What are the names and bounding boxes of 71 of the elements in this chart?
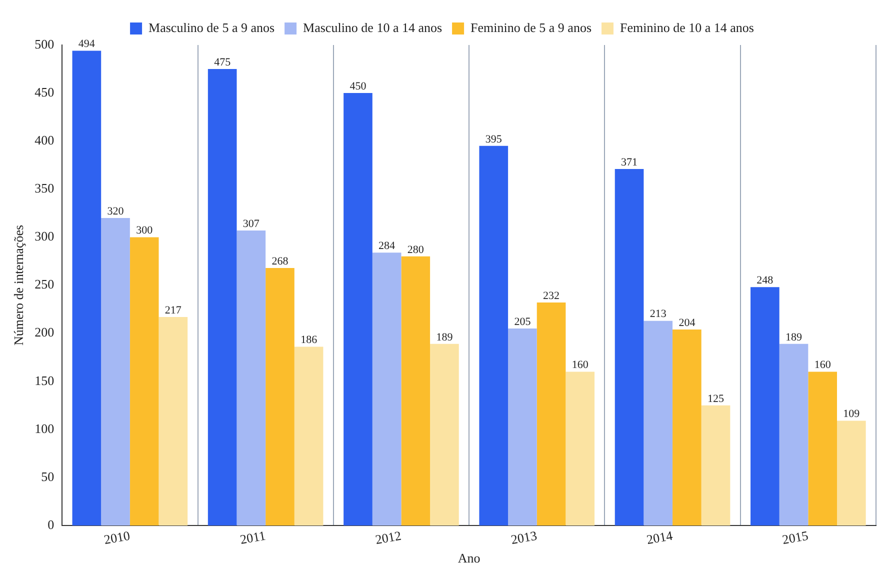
data-label: 160 — [814, 359, 832, 372]
bar — [808, 372, 837, 526]
y-tick-label: 100 — [34, 420, 54, 436]
bar — [701, 405, 730, 526]
data-label: 125 — [708, 392, 725, 405]
data-label: 248 — [756, 274, 774, 287]
data-label: 232 — [543, 290, 560, 302]
bar — [208, 69, 237, 526]
data-label: 160 — [572, 359, 589, 372]
data-label: 450 — [350, 80, 367, 92]
x-tick-label: 2015 — [781, 528, 810, 548]
bar — [779, 344, 808, 526]
y-tick-label: 0 — [48, 516, 54, 532]
x-tick-label: 2013 — [510, 528, 538, 548]
bar — [566, 372, 595, 526]
y-axis-title: Número de internações — [11, 224, 26, 346]
bar — [72, 50, 102, 526]
y-tick-label: 50 — [41, 468, 54, 484]
bar — [158, 316, 188, 526]
bar — [101, 218, 130, 526]
bar — [344, 93, 372, 526]
bar — [614, 168, 644, 526]
x-tick-label: 2011 — [238, 528, 267, 547]
y-tick-label: 150 — [34, 372, 54, 388]
data-label: 320 — [107, 205, 124, 218]
data-label: 204 — [678, 316, 696, 329]
bar — [430, 344, 459, 526]
data-label: 186 — [300, 334, 318, 346]
bar — [130, 237, 159, 526]
data-label: 307 — [242, 218, 260, 230]
data-label: 213 — [650, 308, 667, 320]
x-tick-label: 2014 — [645, 528, 674, 548]
bar — [266, 268, 294, 526]
data-label: 371 — [621, 156, 638, 168]
data-label: 494 — [78, 38, 96, 50]
data-label: 217 — [164, 304, 182, 316]
y-tick-label: 200 — [34, 324, 54, 340]
bar — [672, 329, 702, 526]
data-label: 205 — [514, 316, 532, 328]
bar — [401, 256, 430, 526]
y-tick-label: 300 — [34, 228, 54, 244]
data-label: 395 — [485, 133, 502, 146]
bar — [294, 346, 324, 526]
bar — [837, 420, 866, 526]
y-tick-label: 350 — [34, 180, 54, 196]
data-label: 284 — [378, 240, 396, 252]
data-label: 268 — [272, 255, 289, 268]
y-tick-label: 400 — [34, 132, 54, 148]
y-tick-label: 250 — [34, 276, 54, 292]
bar — [508, 328, 537, 526]
legend-label: Masculino de 5 a 9 anos — [148, 20, 275, 35]
bar — [750, 287, 780, 526]
bar — [644, 320, 673, 526]
data-label: 189 — [436, 331, 454, 344]
bar — [372, 252, 402, 526]
x-tick-label: 2012 — [374, 528, 402, 548]
x-axis-title: Ano — [458, 550, 480, 566]
bar — [479, 146, 508, 526]
legend-label: Masculino de 10 a 14 anos — [303, 20, 442, 35]
legend-label: Feminino de 10 a 14 anos — [620, 20, 754, 35]
data-label: 475 — [214, 56, 232, 68]
legend-label: Feminino de 5 a 9 anos — [470, 20, 592, 35]
bar — [236, 230, 266, 526]
data-label: 280 — [407, 244, 424, 256]
data-label: 189 — [786, 331, 803, 344]
y-tick-label: 500 — [34, 36, 54, 52]
x-tick-label: 2010 — [102, 528, 132, 548]
bar — [536, 302, 566, 526]
y-tick-label: 450 — [34, 84, 54, 100]
data-label: 300 — [136, 224, 154, 237]
data-label: 109 — [843, 408, 860, 420]
